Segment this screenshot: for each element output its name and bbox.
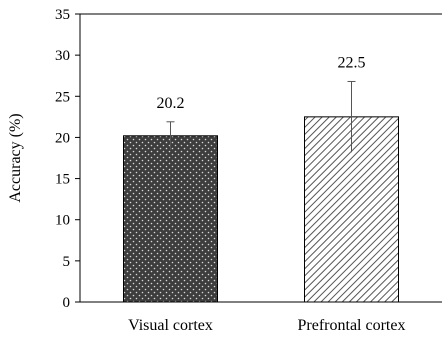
category-label: Prefrontal cortex (298, 317, 406, 334)
y-tick-label: 10 (55, 213, 70, 229)
error-bars (166, 80, 356, 153)
y-tick-label: 5 (63, 254, 71, 270)
data-label: 22.5 (338, 54, 366, 71)
y-tick-label: 30 (55, 48, 70, 64)
y-tick-label: 20 (55, 130, 70, 146)
bar-visual-cortex (123, 135, 218, 303)
y-axis-ticks: 0 5 10 15 20 25 30 35 (55, 7, 80, 311)
bars (123, 116, 399, 303)
y-tick-label: 25 (55, 89, 70, 105)
y-tick-label: 15 (55, 172, 70, 188)
y-tick-label: 35 (55, 7, 70, 23)
category-labels: Visual cortex Prefrontal cortex (128, 317, 405, 334)
y-tick-label: 0 (63, 295, 71, 311)
data-label: 20.2 (157, 95, 185, 112)
y-axis-title: Accuracy (%) (7, 113, 24, 202)
category-label: Visual cortex (128, 317, 213, 334)
data-labels: 20.2 22.5 (157, 54, 366, 111)
